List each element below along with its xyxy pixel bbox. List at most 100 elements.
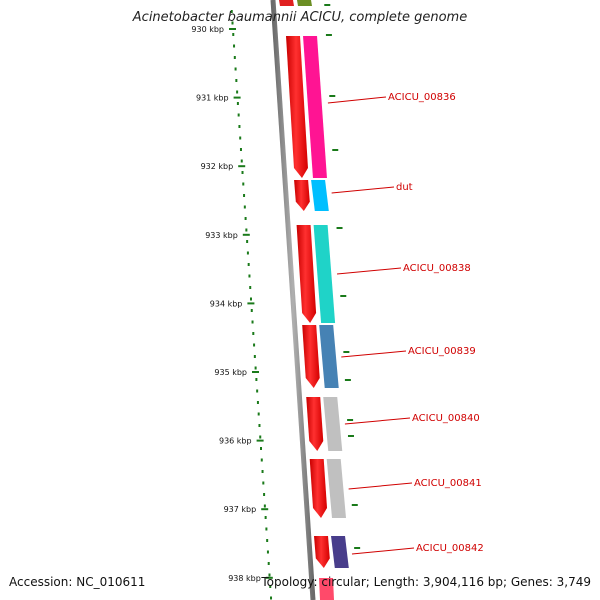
gene-label: ACICU_00841 bbox=[414, 478, 482, 489]
backbone-line bbox=[270, 0, 316, 600]
gc-dot bbox=[256, 401, 259, 404]
gc-content-dots bbox=[230, 4, 361, 600]
gc-dot bbox=[265, 527, 268, 531]
kbp-tick-label: 930 kbp bbox=[191, 25, 224, 34]
gc-dot bbox=[236, 102, 239, 105]
gene-label-leader bbox=[344, 417, 411, 425]
gene-label: ACICU_00839 bbox=[408, 346, 476, 357]
gc-dot bbox=[233, 44, 236, 48]
map-title: Acinetobacter baumannii ACICU, complete … bbox=[132, 10, 468, 25]
gene-feature-block bbox=[323, 397, 343, 451]
kbp-ruler: 930 kbp 931 kbp 932 kbp 933 kbp 934 kbp 935 k… bbox=[191, 25, 273, 583]
forward-gene-arrow bbox=[309, 459, 328, 518]
gene-label-leader bbox=[336, 267, 402, 275]
gc-dot bbox=[249, 286, 252, 289]
gc-dot bbox=[244, 217, 247, 220]
gene-label-leader bbox=[348, 482, 413, 490]
gene-label: ACICU_00842 bbox=[416, 543, 484, 554]
gc-dot bbox=[255, 378, 258, 381]
gc-dot bbox=[263, 493, 266, 496]
gc-dot bbox=[269, 585, 272, 588]
gc-dot bbox=[241, 171, 244, 174]
forward-gene-arrow bbox=[296, 225, 317, 323]
gc-dot bbox=[266, 539, 269, 542]
gene-label: ACICU_00840 bbox=[412, 413, 480, 424]
gc-dot bbox=[266, 550, 269, 554]
gc-dot bbox=[251, 320, 254, 324]
kbp-tick-label: 931 kbp bbox=[196, 94, 229, 103]
gene-feature-block bbox=[319, 325, 339, 388]
gene-feature-block bbox=[331, 536, 349, 568]
gene-feature-block bbox=[303, 36, 327, 178]
gc-dot bbox=[250, 309, 253, 312]
gene-label-leader bbox=[341, 350, 407, 358]
partial-gene-top bbox=[279, 0, 294, 6]
gc-dot bbox=[238, 125, 241, 128]
gc-dot bbox=[242, 182, 245, 186]
gc-dot bbox=[237, 113, 240, 117]
gc-dot bbox=[248, 274, 251, 278]
gc-dot bbox=[233, 56, 236, 59]
forward-gene-arrow bbox=[314, 536, 330, 568]
gc-dot bbox=[236, 90, 239, 94]
gene-feature-block bbox=[313, 225, 336, 323]
gc-dot bbox=[232, 33, 235, 36]
gc-dot bbox=[234, 67, 237, 71]
forward-gene-arrow bbox=[306, 397, 324, 451]
gene-label-leader bbox=[331, 186, 395, 194]
gene-track bbox=[279, 0, 349, 600]
gc-dot bbox=[259, 435, 262, 439]
gc-dot bbox=[246, 251, 249, 255]
gene-feature-block bbox=[326, 459, 347, 518]
gc-dot bbox=[257, 412, 260, 416]
gene-label: ACICU_00838 bbox=[403, 263, 471, 274]
gc-dot bbox=[270, 596, 273, 600]
gene-label: dut bbox=[396, 182, 413, 193]
gc-dot bbox=[261, 470, 264, 473]
gc-dot bbox=[252, 332, 255, 335]
gc-dot bbox=[246, 240, 249, 243]
kbp-tick-label: 934 kbp bbox=[210, 299, 243, 308]
forward-gene-arrow bbox=[286, 36, 308, 178]
gc-dot bbox=[235, 79, 238, 82]
accession-label: Accession: NC_010611 bbox=[9, 575, 146, 589]
gc-dot bbox=[268, 573, 271, 577]
gc-dot bbox=[239, 148, 242, 151]
kbp-tick-label: 937 kbp bbox=[224, 505, 257, 514]
partial-gene-bottom bbox=[319, 578, 334, 600]
gc-dot bbox=[231, 21, 234, 25]
gc-dot bbox=[247, 263, 250, 266]
kbp-tick-label: 933 kbp bbox=[205, 231, 238, 240]
partial-gene-top-feature bbox=[297, 0, 312, 6]
gc-dot bbox=[260, 447, 263, 450]
backbone bbox=[270, 0, 316, 600]
kbp-tick-label: 936 kbp bbox=[219, 437, 252, 446]
kbp-tick-label: 932 kbp bbox=[201, 162, 234, 171]
gc-dot bbox=[243, 194, 246, 197]
forward-gene-arrow bbox=[294, 180, 310, 211]
gc-dot bbox=[258, 424, 261, 427]
gc-dot bbox=[256, 389, 259, 393]
gc-dot bbox=[253, 355, 256, 358]
gc-dot bbox=[260, 458, 263, 462]
gc-dot bbox=[249, 297, 252, 301]
gc-dot bbox=[245, 228, 248, 232]
kbp-tick-label: 938 kbp bbox=[228, 574, 261, 583]
gc-dot bbox=[240, 159, 243, 163]
gene-label-leader bbox=[351, 547, 415, 555]
forward-gene-arrow bbox=[302, 325, 320, 388]
gene-label-leader bbox=[327, 96, 387, 104]
kbp-tick-label: 935 kbp bbox=[214, 368, 247, 377]
gc-dot bbox=[262, 481, 265, 485]
gc-dot bbox=[264, 516, 267, 519]
gc-dot bbox=[254, 366, 257, 370]
gc-dot bbox=[267, 562, 270, 565]
gc-dot bbox=[263, 504, 266, 508]
gc-dot bbox=[253, 343, 256, 347]
gene-feature-block bbox=[311, 180, 329, 211]
gc-dot bbox=[239, 136, 242, 140]
topology-label: Topology: circular; Length: 3,904,116 bp… bbox=[261, 575, 591, 589]
gc-dot bbox=[230, 10, 233, 13]
